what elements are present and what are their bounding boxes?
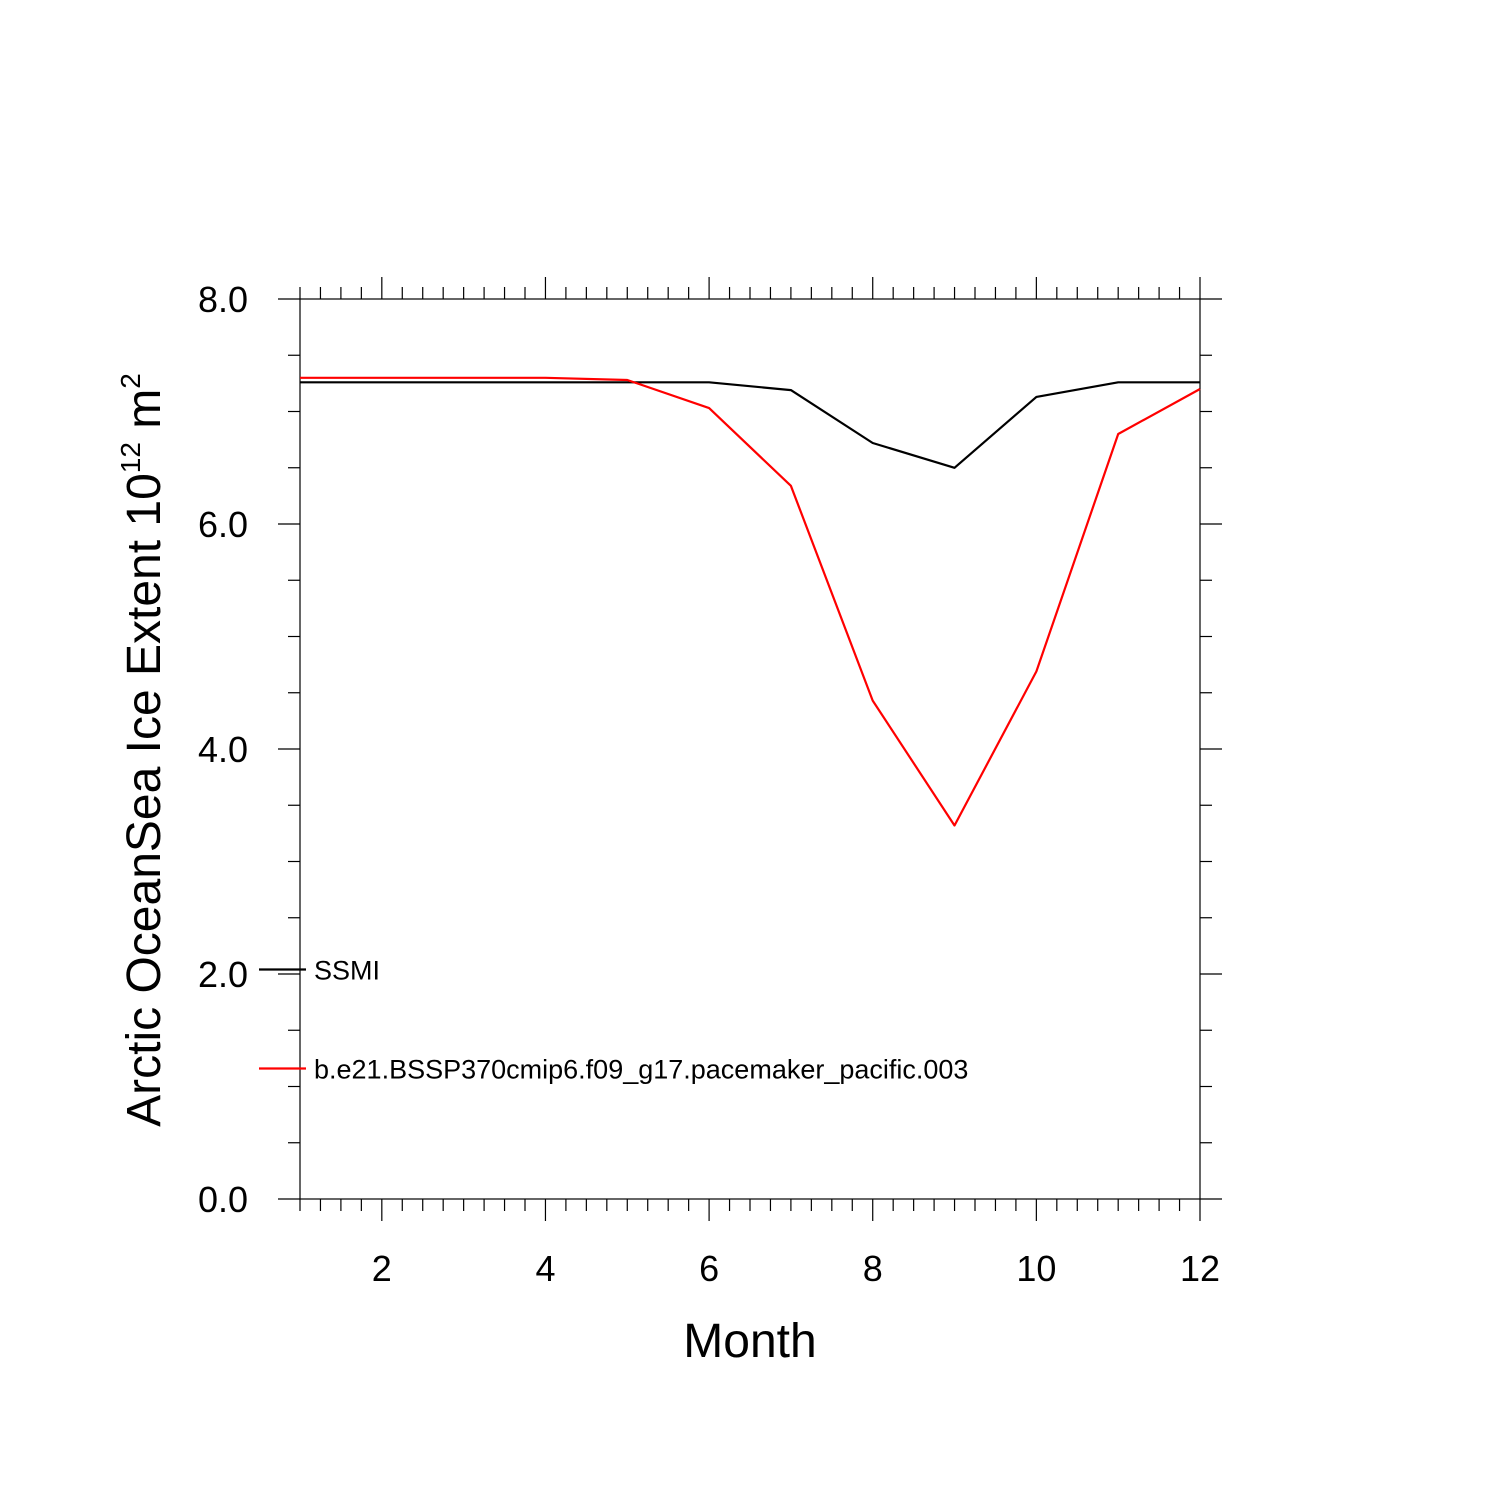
x-tick-label: 10	[1016, 1248, 1056, 1289]
tick-labels: 2 4 6 8 10 12 0.0 2.0 4.0 6.0 8.0	[198, 279, 1220, 1289]
y-axis-title-unit: m	[118, 389, 171, 442]
y-tick-label: 4.0	[198, 729, 248, 770]
y-axis-title-main: Arctic OceanSea Ice Extent 10	[118, 473, 171, 1127]
y-tick-label: 8.0	[198, 279, 248, 320]
y-tick-label: 0.0	[198, 1179, 248, 1220]
x-tick-label: 6	[699, 1248, 719, 1289]
y-axis-title: Arctic OceanSea Ice Extent 1012 m2	[115, 373, 171, 1127]
axis-ticks	[278, 277, 1222, 1221]
series-line-1	[300, 381, 1200, 469]
series-line-2	[300, 376, 1201, 827]
y-tick-label: 2.0	[198, 954, 248, 995]
x-tick-label: 12	[1180, 1248, 1220, 1289]
y-axis-title-exponent: 12	[115, 442, 146, 473]
legend: SSMI b.e21.BSSP370cmip6.f09_g17.pacemaker…	[259, 956, 968, 1085]
x-tick-label: 8	[863, 1248, 883, 1289]
x-tick-label: 4	[535, 1248, 555, 1289]
x-axis-title: Month	[683, 1315, 816, 1368]
y-tick-label: 6.0	[198, 504, 248, 545]
series-lines	[300, 376, 1201, 827]
legend-label-2: b.e21.BSSP370cmip6.f09_g17.pacemaker_pac…	[314, 1055, 968, 1085]
legend-label-1: SSMI	[314, 956, 380, 986]
x-tick-label: 2	[372, 1248, 392, 1289]
y-axis-title-unit-exponent: 2	[115, 373, 146, 389]
